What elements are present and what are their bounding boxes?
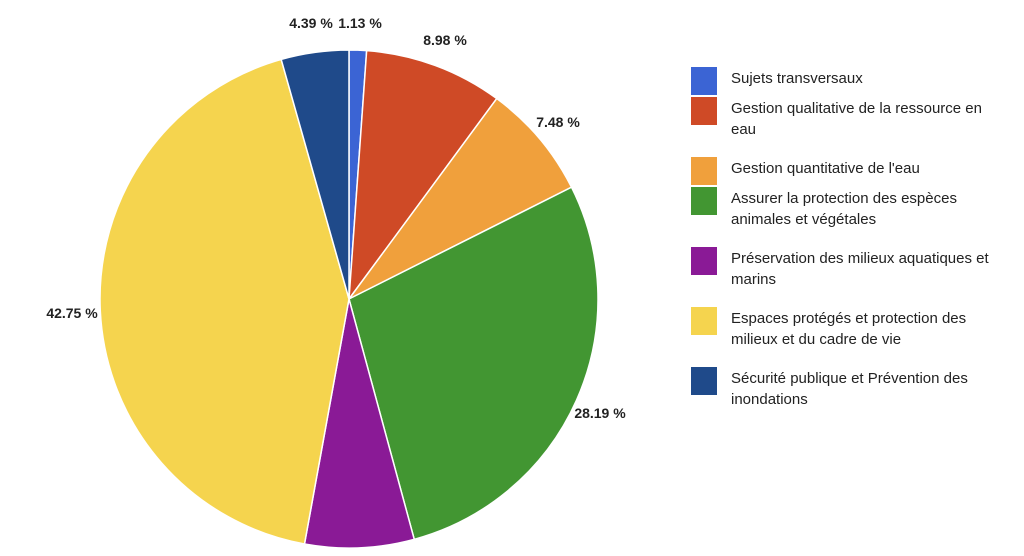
slice-value-label: 28.19 % [574,405,626,421]
slice-value-label: 7.48 % [536,114,580,130]
pie-slice [348,186,599,541]
legend-swatch [691,187,717,215]
legend-label: Assurer la protection des espèces animal… [731,190,957,228]
legend-item: Préservation des milieux aquatiques et m… [691,246,1011,292]
legend-swatch [691,307,717,335]
legend-item: Assurer la protection des espèces animal… [691,186,1011,232]
chart-legend: Sujets transversaux Gestion qualitative … [691,66,1011,412]
legend-swatch [691,67,717,95]
legend-label: Gestion qualitative de la ressource en e… [731,100,982,138]
legend-label: Sujets transversaux [731,70,863,87]
legend-item: Sujets transversaux [691,66,1011,95]
legend-label: Gestion quantitative de l'eau [731,160,920,177]
slice-value-label: 8.98 % [423,32,467,48]
legend-label: Espaces protégés et protection des milie… [731,310,967,348]
legend-swatch [691,247,717,275]
legend-swatch [691,97,717,125]
legend-label: Sécurité publique et Prévention des inon… [731,370,968,408]
slice-value-label: 1.13 % [338,15,382,31]
pie-slice [348,97,573,300]
pie-slices [99,49,599,549]
pie-slice [303,298,416,549]
legend-item: Espaces protégés et protection des milie… [691,306,1011,352]
pie-value-labels: 1.13 % 8.98 % 7.48 % 28.19 % 42.75 % 4.39 % [46,15,626,421]
legend-item: Gestion quantitative de l'eau [691,156,1011,185]
legend-label: Préservation des milieux aquatiques et m… [731,250,989,288]
legend-swatch [691,157,717,185]
slice-value-label: 42.75 % [46,305,98,321]
slice-value-label: 4.39 % [289,15,333,31]
pie-slice [99,58,350,545]
legend-item: Sécurité publique et Prévention des inon… [691,366,1011,412]
pie-slice [348,49,498,302]
pie-slice [280,49,350,300]
legend-item: Gestion qualitative de la ressource en e… [691,96,1011,142]
legend-swatch [691,367,717,395]
